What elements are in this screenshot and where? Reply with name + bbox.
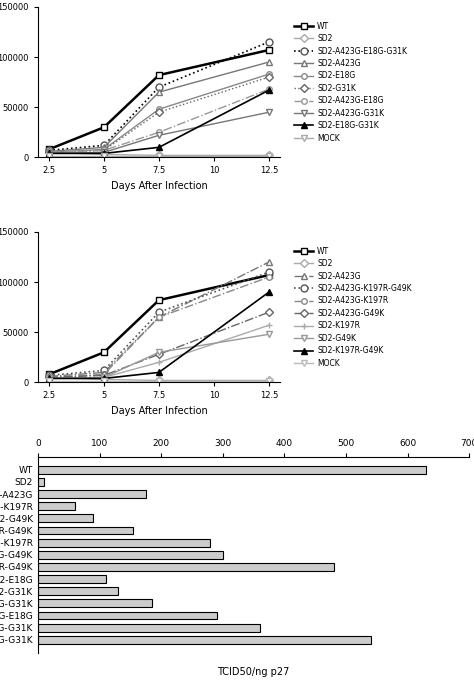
Bar: [38, 624, 260, 631]
Bar: [38, 563, 334, 571]
Bar: [38, 587, 118, 595]
Legend: WT, SD2, SD2-A423G, SD2-A423G-K197R-G49K, SD2-A423G-K197R, SD2-A423G-G49K, SD2-K: WT, SD2, SD2-A423G, SD2-A423G-K197R-G49K…: [294, 247, 412, 368]
X-axis label: Days After Infection: Days After Infection: [110, 181, 207, 191]
Bar: [38, 636, 371, 644]
Bar: [38, 515, 93, 522]
Text: TCID50/ng p27: TCID50/ng p27: [218, 666, 290, 677]
Legend: WT, SD2, SD2-A423G-E18G-G31K, SD2-A423G, SD2-E18G, SD2-G31K, SD2-A423G-E18G, SD2: WT, SD2, SD2-A423G-E18G-G31K, SD2-A423G,…: [294, 22, 407, 143]
X-axis label: Days After Infection: Days After Infection: [110, 406, 207, 416]
Bar: [38, 490, 146, 498]
Bar: [38, 466, 426, 474]
Bar: [38, 611, 217, 620]
Bar: [38, 600, 152, 607]
Bar: [38, 502, 75, 510]
Bar: [38, 575, 106, 583]
Bar: [38, 526, 134, 534]
Bar: [38, 551, 223, 559]
Bar: [38, 478, 44, 486]
Bar: [38, 539, 210, 547]
